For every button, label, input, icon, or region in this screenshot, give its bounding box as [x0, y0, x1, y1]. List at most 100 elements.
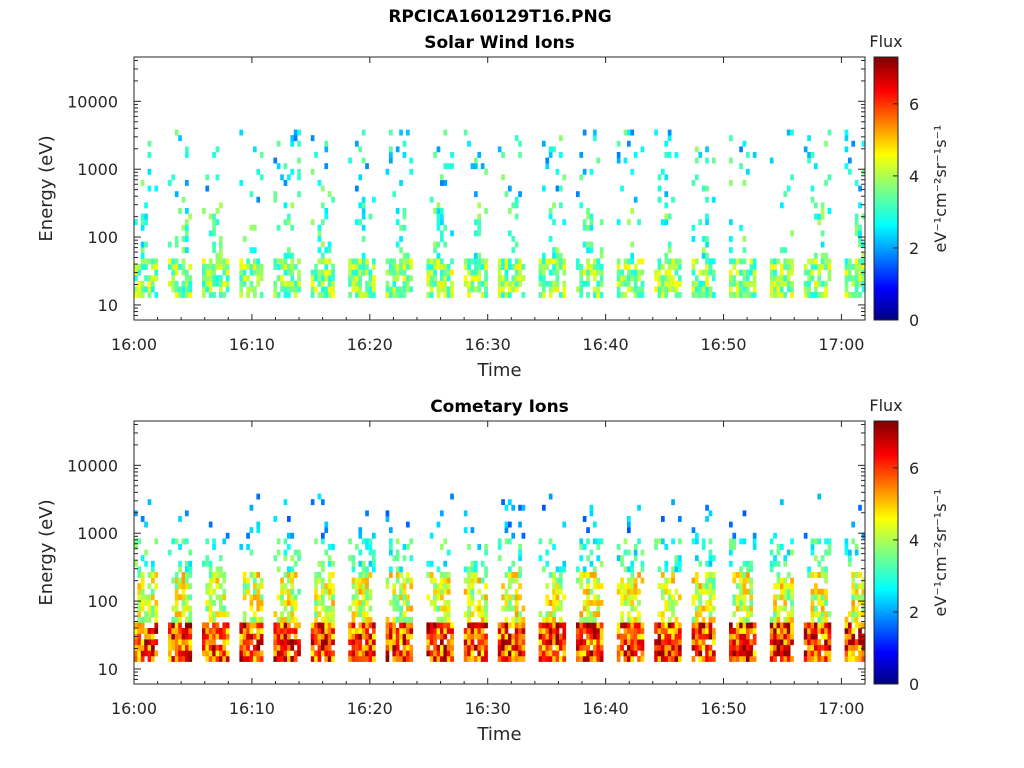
heatmap-cell	[361, 633, 366, 640]
heatmap-cell	[576, 639, 580, 646]
heatmap-cell	[671, 286, 675, 293]
heatmap-cell	[443, 656, 448, 662]
heatmap-cell	[443, 286, 448, 293]
heatmap-cell	[321, 499, 325, 506]
heatmap-cell	[361, 269, 366, 276]
heatmap-cell	[402, 152, 407, 158]
heatmap-cell	[705, 241, 709, 248]
heatmap-cell	[678, 628, 682, 634]
heatmap-cell	[174, 236, 179, 242]
heatmap-cell	[627, 549, 631, 556]
heatmap-cell	[368, 594, 373, 601]
heatmap-cell	[640, 628, 645, 634]
heatmap-cell	[555, 252, 560, 259]
heatmap-cell	[314, 588, 318, 595]
heatmap-cell	[773, 639, 777, 646]
heatmap-cell	[327, 292, 332, 298]
heatmap-cell	[205, 639, 210, 646]
heatmap-cell	[749, 566, 754, 573]
heatmap-cell	[552, 616, 556, 623]
heatmap-cell	[317, 493, 322, 500]
heatmap-cell	[790, 280, 794, 287]
heatmap-cell	[290, 269, 295, 276]
heatmap-cell	[538, 644, 543, 651]
heatmap-cell	[552, 605, 556, 612]
heatmap-cell	[395, 292, 400, 298]
heatmap-cell	[627, 577, 631, 584]
heatmap-cell	[365, 163, 369, 170]
heatmap-cell	[355, 544, 359, 550]
heatmap-cell	[627, 269, 631, 276]
heatmap-cell	[256, 572, 261, 578]
heatmap-cell	[355, 611, 359, 618]
heatmap-cell	[582, 628, 587, 634]
heatmap-cell	[817, 280, 822, 287]
heatmap-cell	[545, 280, 550, 287]
heatmap-cell	[253, 633, 257, 640]
heatmap-cell	[402, 600, 407, 606]
heatmap-cell	[280, 644, 284, 651]
heatmap-cell	[287, 219, 291, 226]
colorbar-label: eV⁻¹cm⁻²sr⁻¹s⁻¹	[931, 125, 950, 253]
heatmap-cell	[824, 622, 828, 629]
heatmap-cell	[691, 292, 696, 298]
heatmap-cell	[739, 633, 743, 640]
heatmap-cell	[555, 633, 560, 640]
heatmap-cell	[616, 292, 621, 298]
heatmap-cell	[327, 269, 332, 276]
heatmap-cell	[732, 656, 737, 662]
heatmap-cell	[698, 639, 703, 646]
heatmap-cell	[477, 275, 482, 282]
heatmap-cell	[327, 286, 332, 293]
heatmap-cell	[691, 527, 696, 534]
heatmap-cell	[637, 616, 641, 623]
heatmap-cell	[746, 292, 750, 298]
heatmap-cell	[633, 633, 638, 640]
heatmap-cell	[327, 275, 332, 282]
heatmap-cell	[185, 275, 189, 282]
heatmap-cell	[372, 275, 376, 282]
heatmap-cell	[470, 622, 475, 629]
heatmap-cell	[358, 549, 363, 556]
heatmap-cell	[739, 605, 743, 612]
heatmap-cell	[484, 616, 488, 623]
heatmap-cell	[746, 566, 750, 573]
heatmap-cell	[480, 163, 485, 170]
heatmap-cell	[287, 292, 291, 298]
heatmap-cell	[654, 622, 658, 629]
heatmap-cell	[739, 280, 743, 287]
heatmap-cell	[790, 230, 794, 237]
heatmap-cell	[202, 286, 206, 293]
heatmap-cell	[599, 264, 604, 270]
heatmap-cell	[297, 168, 301, 175]
heatmap-cell	[501, 264, 505, 270]
heatmap-cell	[780, 247, 784, 254]
heatmap-cell	[545, 560, 550, 567]
heatmap-cell	[752, 633, 757, 640]
heatmap-cell	[691, 600, 696, 606]
heatmap-cell	[810, 275, 815, 282]
heatmap-cell	[538, 538, 543, 545]
heatmap-cell	[593, 577, 597, 584]
heatmap-cell	[174, 633, 179, 640]
heatmap-cell	[695, 611, 699, 618]
heatmap-cell	[739, 628, 743, 634]
heatmap-cell	[188, 275, 193, 282]
heatmap-cell	[470, 656, 475, 662]
heatmap-cell	[599, 644, 604, 651]
heatmap-cell	[538, 628, 543, 634]
heatmap-cell	[212, 269, 216, 276]
heatmap-cell	[358, 656, 363, 662]
heatmap-cell	[518, 269, 522, 276]
heatmap-cell	[480, 650, 485, 657]
heatmap-cell	[276, 163, 281, 170]
heatmap-cell	[147, 286, 152, 293]
heatmap-cell	[786, 549, 791, 556]
heatmap-cell	[810, 633, 815, 640]
heatmap-cell	[242, 275, 247, 282]
heatmap-cell	[671, 499, 675, 506]
heatmap-cell	[324, 527, 329, 534]
heatmap-cell	[504, 258, 509, 265]
heatmap-cell	[783, 258, 788, 265]
heatmap-cell	[314, 572, 318, 578]
